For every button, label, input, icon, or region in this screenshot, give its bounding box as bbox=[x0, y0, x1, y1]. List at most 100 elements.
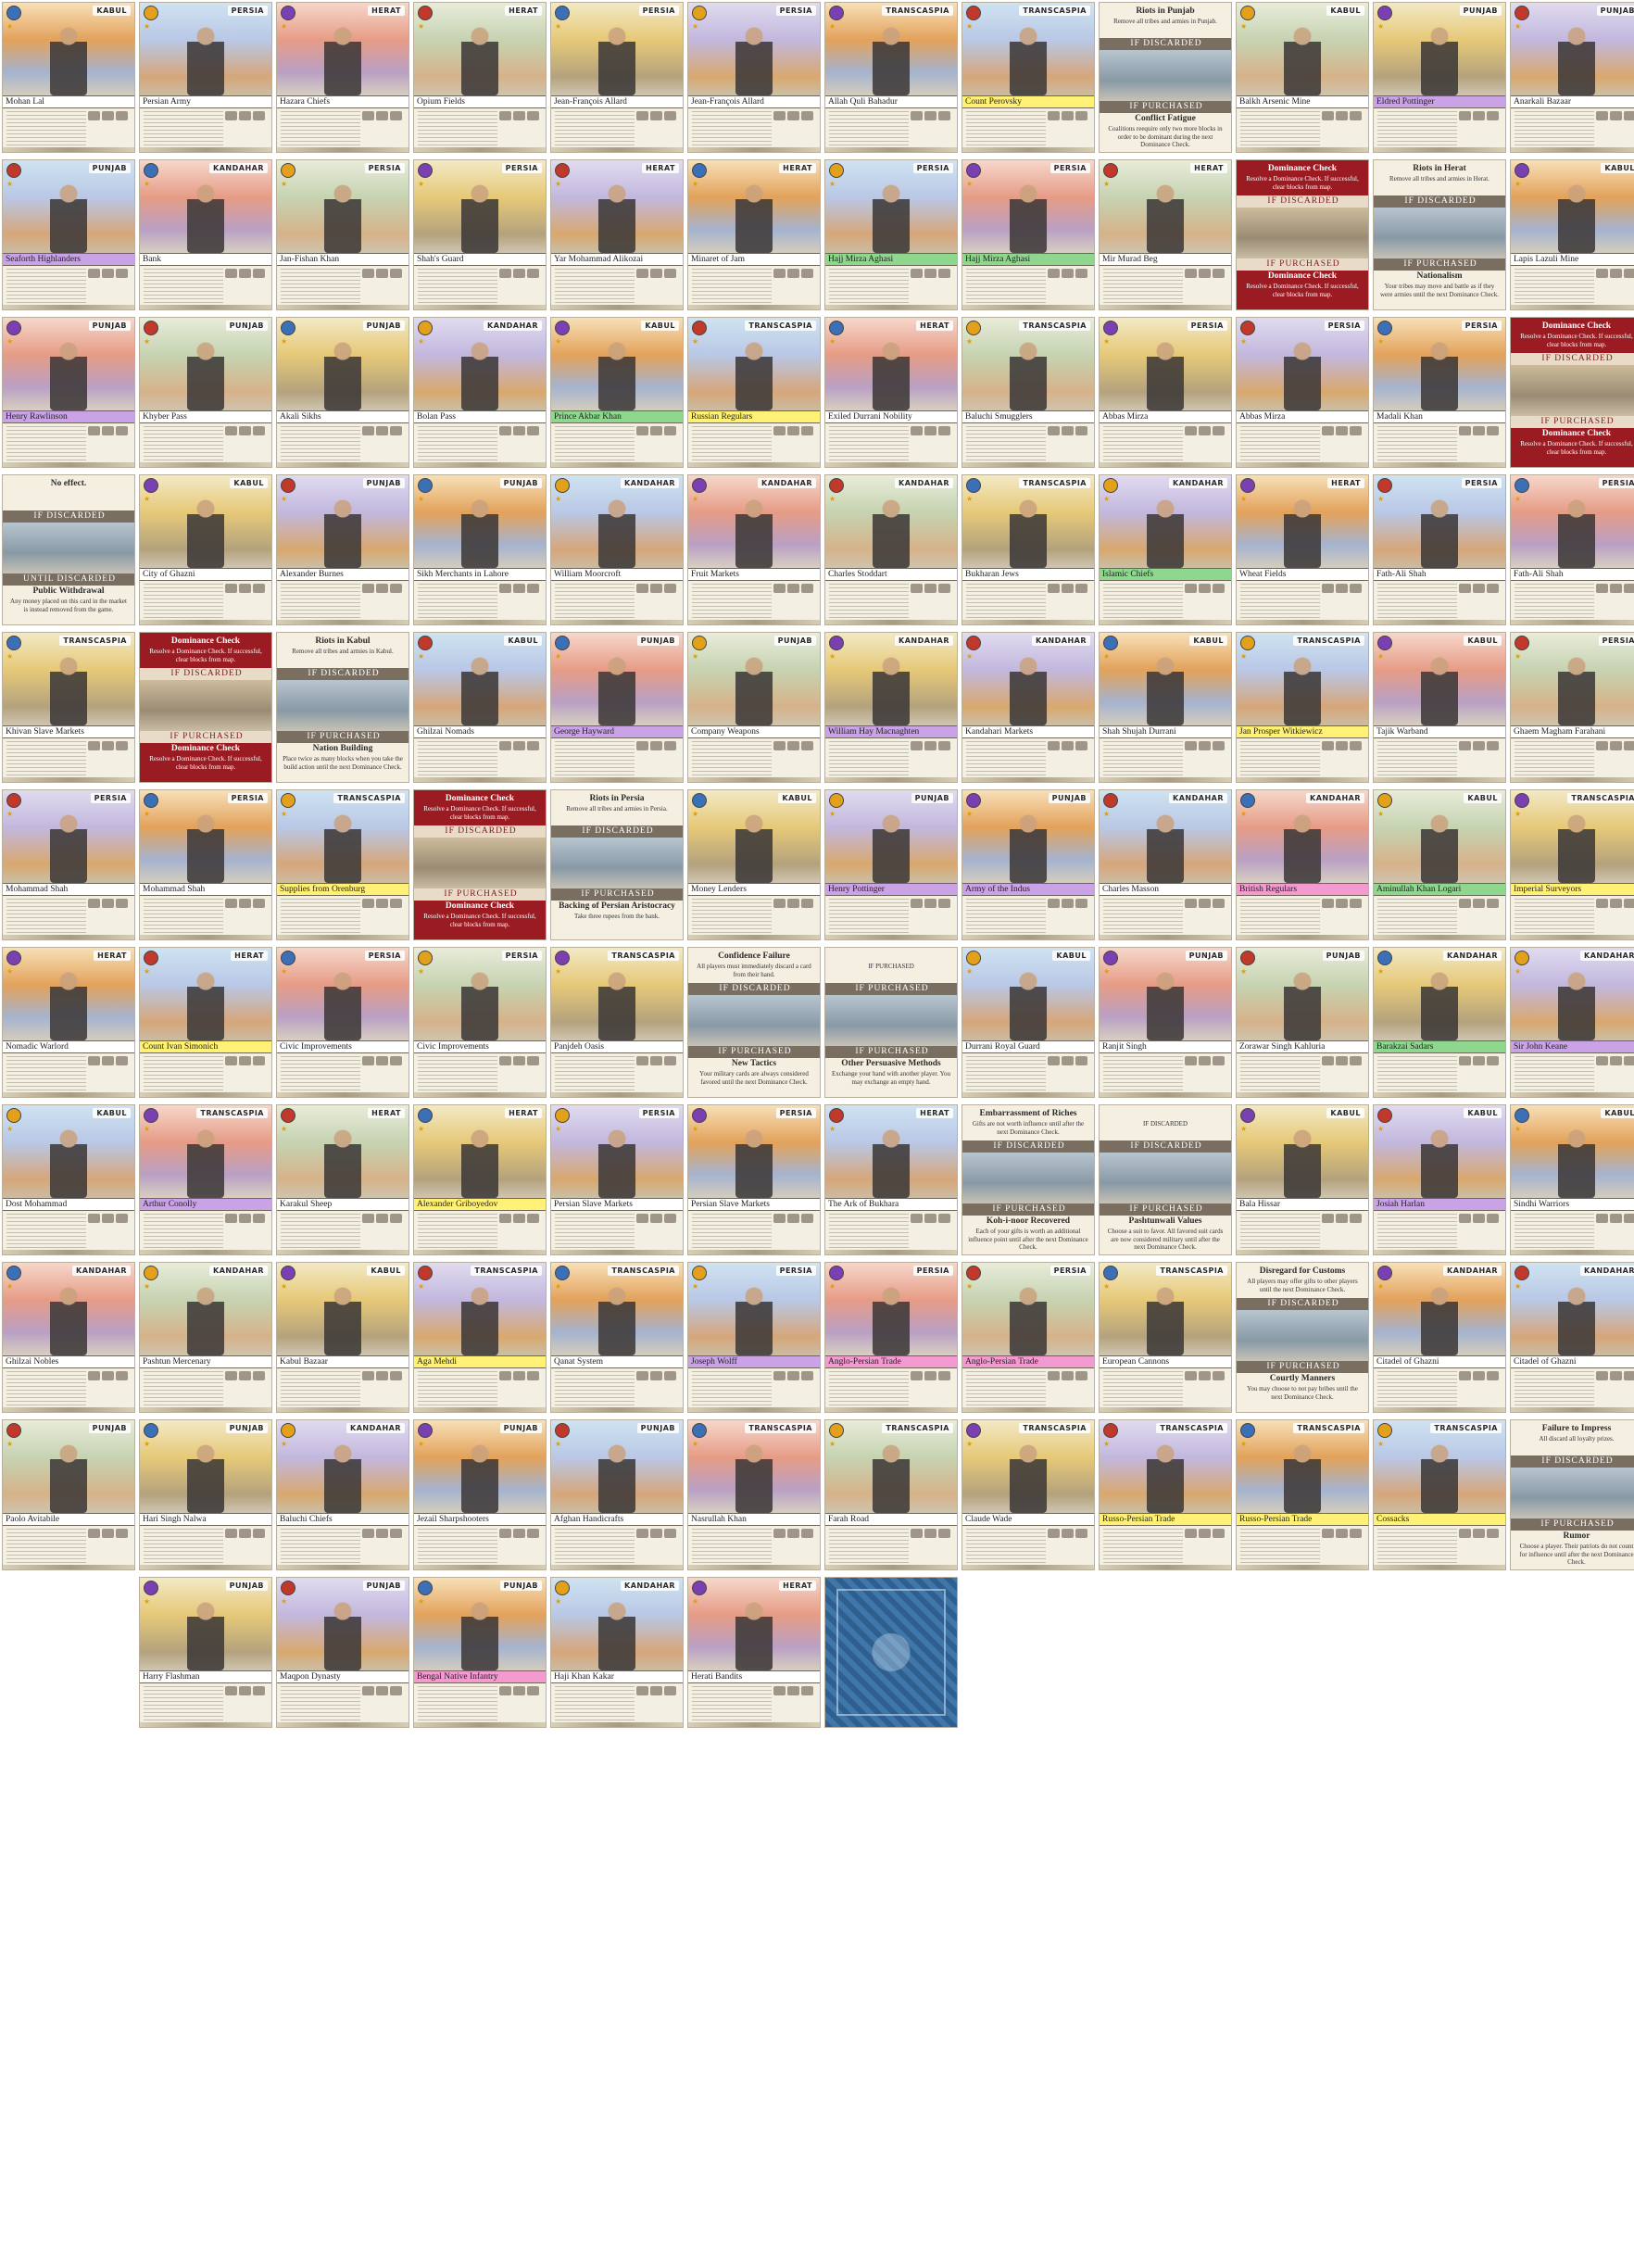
card-region: HERAT bbox=[779, 163, 816, 173]
impact-icon bbox=[911, 426, 923, 435]
rank-star-icon: ★ bbox=[1377, 967, 1385, 976]
card-name: Yar Mohammad Alikozai bbox=[551, 253, 683, 266]
impact-icon bbox=[376, 1371, 388, 1380]
card-footer bbox=[414, 1407, 546, 1412]
impact-icon bbox=[239, 1529, 251, 1538]
card-region: PERSIA bbox=[1461, 321, 1502, 331]
impact-icon bbox=[253, 426, 265, 435]
portrait-figure bbox=[50, 968, 87, 1040]
suit-icon bbox=[966, 163, 981, 178]
card-footer bbox=[688, 777, 820, 782]
impact-icon bbox=[1487, 584, 1499, 593]
event-bottom-text: Coalitions reequire only two more blocks… bbox=[1108, 125, 1223, 148]
card-region: PUNJAB bbox=[499, 478, 542, 488]
court-card: ★ KABUL Prince Akbar Khan bbox=[550, 317, 684, 468]
card-name: Bolan Pass bbox=[414, 410, 546, 423]
event-top-text: Remove all tribes and armies in Punjab. bbox=[1113, 18, 1217, 25]
impact-icons bbox=[499, 269, 542, 289]
portrait-figure bbox=[873, 811, 910, 883]
rank-star-icon: ★ bbox=[1240, 810, 1248, 818]
portrait-figure bbox=[873, 1126, 910, 1198]
impact-icon bbox=[1624, 111, 1634, 120]
card-region: PUNJAB bbox=[499, 1581, 542, 1591]
event-band-purchased: IF PURCHASED bbox=[1237, 1361, 1368, 1373]
portrait-figure bbox=[1284, 653, 1321, 725]
card-flavor-text bbox=[555, 426, 635, 463]
impact-icon bbox=[376, 584, 388, 593]
rank-star-icon: ★ bbox=[418, 1440, 425, 1448]
suit-icon bbox=[281, 951, 295, 965]
rank-star-icon: ★ bbox=[281, 967, 288, 976]
event-bottom-title: Public Withdrawal bbox=[32, 586, 105, 596]
card-region: HERAT bbox=[94, 951, 131, 961]
impact-icon bbox=[924, 1214, 936, 1223]
impact-icon bbox=[636, 1214, 648, 1223]
card-region: KABUL bbox=[1464, 793, 1502, 803]
card-region: PUNJAB bbox=[362, 321, 405, 331]
suit-icon bbox=[418, 6, 433, 20]
impact-icon bbox=[1473, 1371, 1485, 1380]
card-flavor-text bbox=[966, 1056, 1046, 1093]
rank-star-icon: ★ bbox=[6, 1282, 14, 1291]
card-region: TRANSCASPIA bbox=[1567, 793, 1634, 803]
court-card: ★ PERSIA Jean-François Allard bbox=[687, 2, 821, 153]
impact-icon bbox=[1336, 1056, 1348, 1065]
impact-icon bbox=[1322, 899, 1334, 908]
card-region: PUNJAB bbox=[362, 478, 405, 488]
card-name: Minaret of Jam bbox=[688, 253, 820, 266]
portrait-figure bbox=[324, 181, 361, 253]
event-band-purchased: IF PURCHASED bbox=[1237, 258, 1368, 271]
card-flavor-text bbox=[1515, 269, 1594, 306]
card-name: Fath-Ali Shah bbox=[1511, 568, 1634, 581]
impact-icon bbox=[362, 111, 374, 120]
impact-icon bbox=[253, 1686, 265, 1695]
card-region: KANDAHAR bbox=[895, 478, 953, 488]
card-region: PERSIA bbox=[501, 951, 542, 961]
suit-icon bbox=[6, 6, 21, 20]
card-region: PUNJAB bbox=[225, 1581, 268, 1591]
card-flavor-text bbox=[692, 899, 772, 936]
card-name: Nasrullah Khan bbox=[688, 1513, 820, 1526]
impact-icons bbox=[1048, 899, 1090, 919]
impact-icons bbox=[1322, 1214, 1364, 1234]
impact-icon bbox=[116, 111, 128, 120]
card-name: Farah Road bbox=[825, 1513, 957, 1526]
rank-star-icon: ★ bbox=[1377, 1440, 1385, 1448]
impact-icon bbox=[1487, 1371, 1499, 1380]
card-footer bbox=[3, 1565, 134, 1569]
card-flavor-text bbox=[1103, 741, 1183, 778]
impact-icon bbox=[1473, 584, 1485, 593]
card-footer bbox=[1100, 1407, 1231, 1412]
impact-icons bbox=[88, 111, 131, 132]
impact-icon bbox=[499, 1686, 511, 1695]
impact-icon bbox=[924, 426, 936, 435]
impact-icon bbox=[390, 1056, 402, 1065]
court-card: ★ KANDAHAR Islamic Chiefs bbox=[1099, 474, 1232, 625]
card-region: KANDAHAR bbox=[895, 636, 953, 646]
court-card: ★ PUNJAB Akali Sikhs bbox=[276, 317, 409, 468]
portrait-figure bbox=[50, 1126, 87, 1198]
impact-icons bbox=[773, 584, 816, 604]
event-top-title: Dominance Check bbox=[1267, 164, 1338, 173]
portrait-figure bbox=[1147, 811, 1184, 883]
impact-icon bbox=[1624, 1056, 1634, 1065]
impact-icon bbox=[664, 269, 676, 278]
card-name: Josiah Harlan bbox=[1374, 1198, 1505, 1211]
impact-icon bbox=[650, 1214, 662, 1223]
card-region: TRANSCASPIA bbox=[1293, 636, 1364, 646]
impact-icon bbox=[1610, 1371, 1622, 1380]
card-name: Abbas Mirza bbox=[1237, 410, 1368, 423]
court-card: ★ TRANSCASPIA Aga Mehdi bbox=[413, 1262, 547, 1413]
card-footer bbox=[688, 305, 820, 309]
event-illustration bbox=[1374, 208, 1505, 258]
court-card: ★ HERAT Wheat Fields bbox=[1236, 474, 1369, 625]
impact-icon bbox=[911, 111, 923, 120]
card-flavor-text bbox=[966, 111, 1046, 148]
court-card: ★ PERSIA Persian Slave Markets bbox=[687, 1104, 821, 1255]
court-card: ★ KANDAHAR Charles Stoddart bbox=[824, 474, 958, 625]
impact-icon bbox=[1610, 1214, 1622, 1223]
card-flavor-text bbox=[692, 1686, 772, 1723]
impact-icon bbox=[1075, 111, 1087, 120]
card-name: Joseph Wolff bbox=[688, 1355, 820, 1368]
court-card: ★ PERSIA Jean-François Allard bbox=[550, 2, 684, 153]
